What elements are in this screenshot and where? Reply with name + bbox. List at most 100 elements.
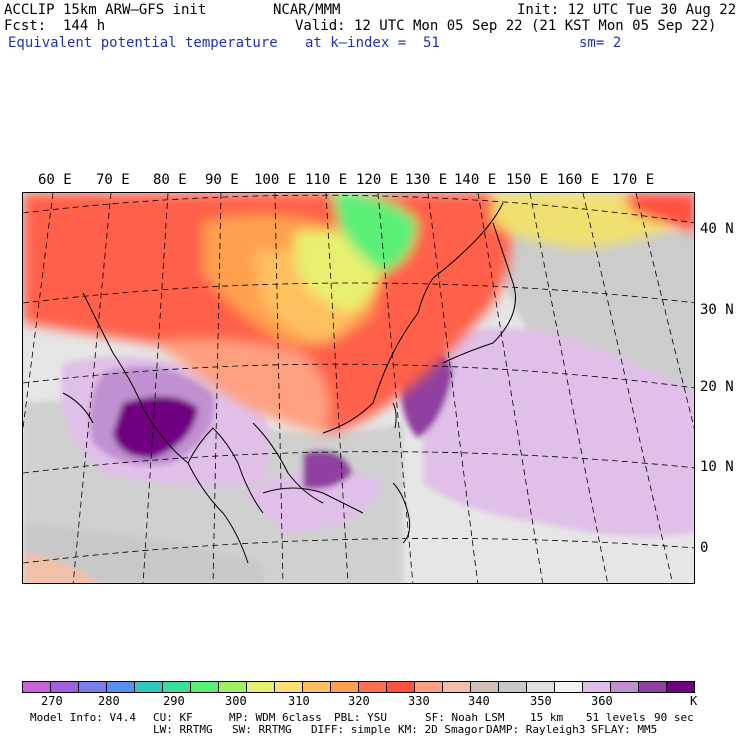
lon-label: 160 E (557, 172, 600, 188)
footer-cu: CU: KF (153, 711, 193, 724)
footer-lw: LW: RRTMG (153, 723, 213, 736)
lon-label: 100 E (254, 172, 297, 188)
colorbar-swatch (191, 682, 219, 692)
colorbar-swatch (303, 682, 331, 692)
footer-timestep: 90 sec (654, 711, 694, 724)
colorbar-tick: 290 (163, 694, 185, 708)
coastline (262, 487, 364, 514)
lon-label: 170 E (612, 172, 655, 188)
footer-km: KM: 2D Smagor (398, 723, 485, 736)
lat-label: 20 N (700, 379, 734, 395)
footer-resolution: 15 km (530, 711, 564, 724)
graticule-lon (477, 193, 544, 583)
colorbar (22, 681, 695, 693)
colorbar-swatch (443, 682, 471, 692)
coastline (82, 292, 249, 564)
lat-label: 0 (700, 540, 709, 556)
colorbar-tick: 300 (225, 694, 247, 708)
footer-damp: DAMP: Rayleigh3 (486, 723, 586, 736)
smoothing: sm= 2 (579, 35, 622, 51)
coastline (392, 482, 411, 544)
colorbar-swatch (611, 682, 639, 692)
footer-sflay: SFLAY: MM5 (591, 723, 658, 736)
colorbar-swatch (107, 682, 135, 692)
graticule-lon (427, 193, 479, 583)
colorbar-swatch (79, 682, 107, 692)
colorbar-swatch (247, 682, 275, 692)
colorbar-swatch (667, 682, 694, 692)
field-lavender (243, 470, 383, 533)
footer-pbl: PBL: YSU (334, 711, 387, 724)
footer-sw: SW: RRTMG (232, 723, 292, 736)
lon-label: 60 E (38, 172, 72, 188)
lon-label: 140 E (454, 172, 497, 188)
colorbar-unit: K (690, 694, 698, 708)
graticule-lon (582, 193, 673, 583)
footer-mp: MP: WDM 6class (229, 711, 322, 724)
field-green (333, 193, 418, 273)
footer-levels: 51 levels (586, 711, 646, 724)
colorbar-tick: 360 (591, 694, 613, 708)
graticule-lat (23, 537, 694, 564)
footer-model-info: Model Info: V4.4 (30, 711, 136, 724)
coastline (432, 202, 504, 279)
colorbar-swatch (331, 682, 359, 692)
lat-label: 10 N (700, 459, 734, 475)
colorbar-swatch (471, 682, 499, 692)
field-name: Equivalent potential temperature (8, 35, 278, 51)
colorbar-swatch (163, 682, 191, 692)
colorbar-tick: 340 (468, 694, 490, 708)
level-index: at k–index = 51 (305, 35, 440, 51)
colorbar-tick: 310 (288, 694, 310, 708)
coastline (252, 422, 324, 504)
colorbar-swatch (555, 682, 583, 692)
colorbar-swatch (639, 682, 667, 692)
colorbar-tick: 320 (348, 694, 370, 708)
lon-label: 150 E (506, 172, 549, 188)
valid-time: Valid: 12 UTC Mon 05 Sep 22 (21 KST Mon … (295, 18, 717, 34)
graticule-lon (72, 193, 112, 583)
colorbar-swatch (219, 682, 247, 692)
lon-label: 120 E (356, 172, 399, 188)
colorbar-tick: 330 (408, 694, 430, 708)
forecast-hour: Fcst: 144 h (4, 18, 106, 34)
colorbar-swatch (527, 682, 555, 692)
lon-label: 70 E (96, 172, 130, 188)
field-purple (303, 450, 353, 489)
coastline (187, 427, 264, 514)
lat-label: 30 N (700, 302, 734, 318)
init-time: Init: 12 UTC Tue 30 Aug 22 (517, 2, 737, 18)
colorbar-swatch (23, 682, 51, 692)
coastline (392, 402, 397, 429)
center-label: NCAR/MMM (273, 2, 341, 18)
graticule-lon (274, 193, 284, 583)
field-tan (23, 553, 100, 583)
colorbar-swatch (387, 682, 415, 692)
coastline (322, 277, 434, 434)
coastline (442, 222, 516, 364)
colorbar-swatch (135, 682, 163, 692)
graticule-lat (23, 282, 694, 304)
field-salmon (153, 339, 330, 433)
graticule-lat (23, 194, 694, 224)
graticule-lon (212, 193, 222, 583)
lat-label: 40 N (700, 221, 734, 237)
lon-label: 80 E (153, 172, 187, 188)
graticule-lon (142, 193, 169, 583)
colorbar-swatch (583, 682, 611, 692)
colorbar-swatch (275, 682, 303, 692)
lon-label: 110 E (305, 172, 348, 188)
graticule-lon (23, 193, 54, 432)
footer-sf: SF: Noah LSM (425, 711, 505, 724)
lon-label: 90 E (205, 172, 239, 188)
graticule-lat (23, 451, 694, 474)
colorbar-swatch (51, 682, 79, 692)
colorbar-tick: 350 (530, 694, 552, 708)
coastline (62, 392, 94, 424)
model-title: ACCLIP 15km ARW–GFS init (4, 2, 207, 18)
colorbar-tick: 280 (98, 694, 120, 708)
field-red (623, 193, 694, 233)
graticule-lat (23, 363, 694, 389)
colorbar-tick: 270 (41, 694, 63, 708)
graticule-lon (325, 193, 349, 583)
